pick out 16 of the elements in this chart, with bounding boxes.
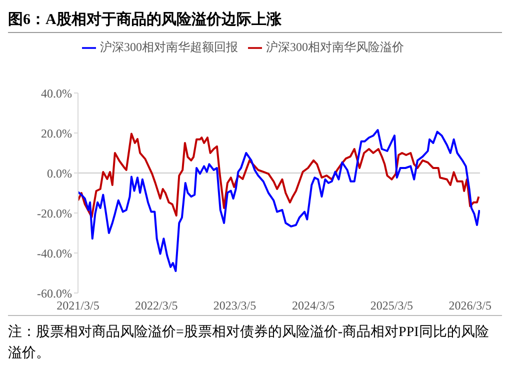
legend-label: 沪深300相对南华风险溢价 [266,40,404,54]
x-tick-label: 2022/3/5 [135,298,178,313]
chart-title: 图6：A股相对于商品的风险溢价边际上涨 [8,8,502,33]
y-tick-label: -60.0% [37,286,72,300]
y-tick-label: -40.0% [37,246,72,260]
text: 注：股票相对商品风险溢价=股票相对债券的风险溢价-商品相对PPI同比的风险溢价。 [8,323,490,363]
x-tick-label: 2024/3/5 [292,298,335,313]
x-tick-label: 2025/3/5 [370,298,414,313]
x-tick-label: 2021/3/5 [56,298,100,313]
x-tick-label: 2023/3/5 [213,298,256,313]
legend-label: 沪深300相对南华超额回报 [100,40,238,54]
y-tick-label: 40.0% [41,86,72,100]
y-tick-label: 20.0% [41,126,72,140]
y-tick-label: -20.0% [37,206,72,220]
y-tick-label: 0.0% [47,166,72,180]
x-tick-label: 2026/3/5 [448,298,492,313]
